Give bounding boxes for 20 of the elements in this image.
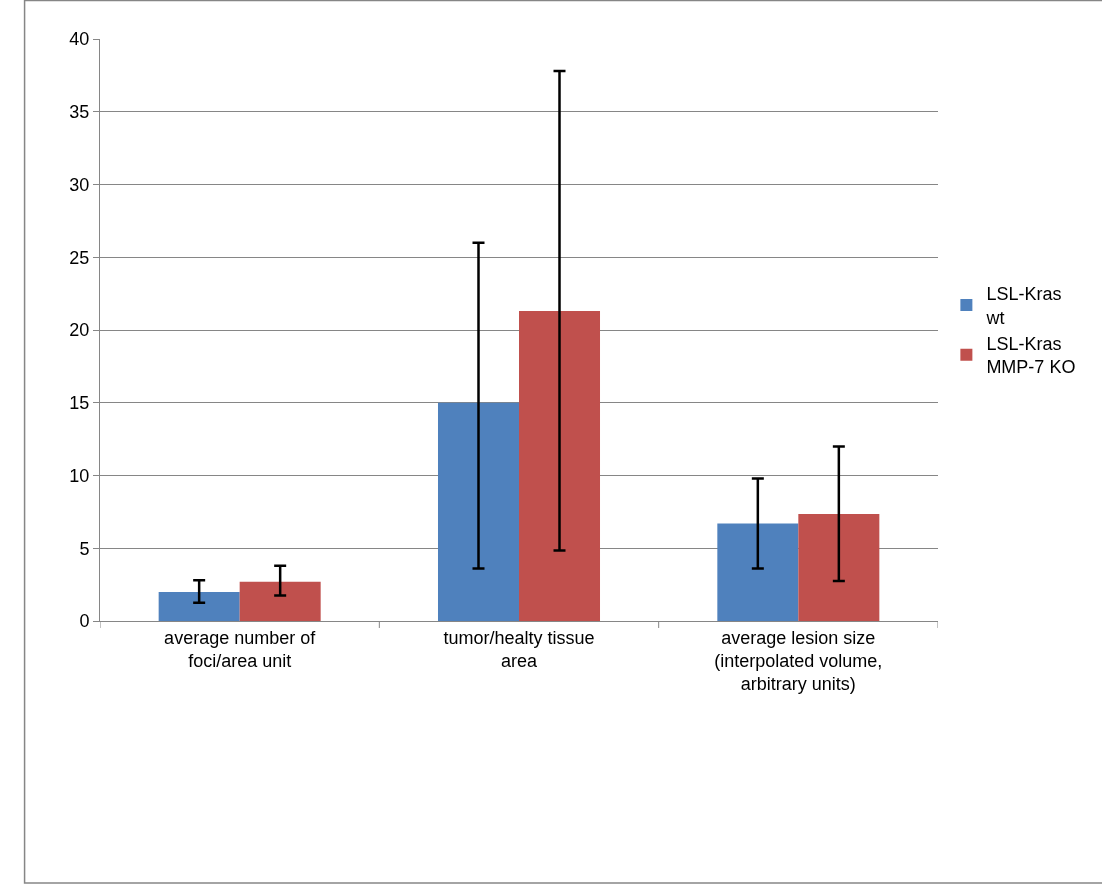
legend-label: LSL-Kras wt — [985, 284, 1062, 328]
bar — [717, 523, 799, 621]
x-tick-label: tumor/healty tissue area — [443, 627, 595, 671]
y-tick-label: 25 — [69, 247, 90, 268]
bar — [519, 311, 601, 621]
y-tick-label: 40 — [69, 29, 90, 50]
bar — [437, 402, 519, 621]
bar — [239, 581, 321, 621]
y-tick-label: 0 — [79, 611, 90, 632]
y-tick-label: 20 — [69, 320, 90, 341]
legend-label: LSL-Kras MMP-7 KO — [986, 334, 1076, 378]
x-tick-label: average number of foci/area unit — [164, 627, 317, 671]
y-tick-label: 15 — [69, 393, 90, 414]
x-tick-label: average lesion size (interpolated volume, arbitrary units) — [714, 627, 883, 695]
y-tick-label: 5 — [79, 538, 90, 559]
y-tick-label: 30 — [69, 174, 90, 195]
bar — [798, 514, 880, 621]
y-tick-label: 35 — [69, 102, 90, 123]
y-tick-label: 10 — [69, 465, 90, 486]
bar — [158, 591, 240, 621]
